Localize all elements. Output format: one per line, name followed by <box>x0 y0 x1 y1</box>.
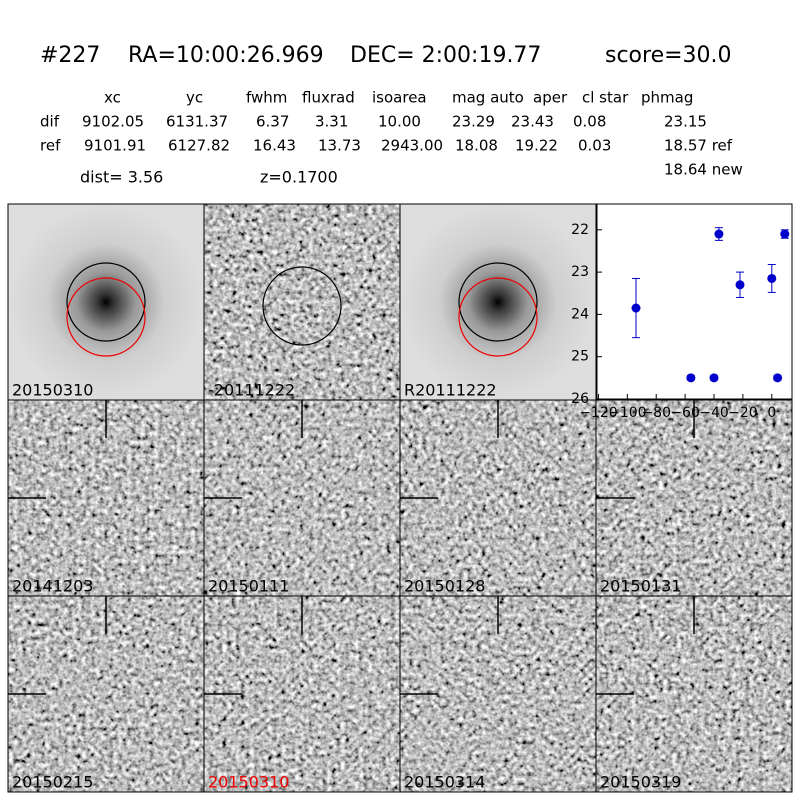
table-cell: dif <box>40 113 60 131</box>
table-cell: 0.03 <box>578 137 611 155</box>
dec: DEC= 2:00:19.77 <box>350 43 541 68</box>
column-header: xc <box>104 89 121 107</box>
galaxy-image <box>8 204 204 400</box>
y-tick-label: 25 <box>571 349 589 365</box>
panel-label: 20141203 <box>12 577 93 596</box>
ref-circle <box>262 266 342 346</box>
ra: RA=10:00:26.969 <box>128 43 324 68</box>
det-circle <box>458 277 538 357</box>
column-header: phmag <box>641 89 693 107</box>
phmag-new: 18.64 new <box>664 161 743 179</box>
table-cell: 23.15 <box>664 113 707 131</box>
panel-label: 20150310 <box>208 773 289 792</box>
table-cell: 9101.91 <box>84 137 146 155</box>
table-cell: 0.08 <box>573 113 606 131</box>
data-point <box>631 303 641 313</box>
column-header: aper <box>533 89 568 107</box>
column-header: isoarea <box>372 89 427 107</box>
x-tick-label: −20 <box>728 405 758 421</box>
data-point <box>735 280 745 290</box>
table-cell: 6.37 <box>256 113 289 131</box>
table-cell: 6131.37 <box>166 113 228 131</box>
data-point <box>773 373 783 383</box>
chart-frame <box>596 203 793 400</box>
panel-label: 20150319 <box>600 773 681 792</box>
table-cell: 18.57 ref <box>664 137 733 155</box>
column-header: yc <box>186 89 203 107</box>
column-header: cl star <box>582 89 629 107</box>
table-cell: ref <box>40 137 61 155</box>
score: score=30.0 <box>605 43 732 68</box>
table-cell: 23.29 <box>452 113 495 131</box>
panel-label: -20111222 <box>208 381 295 400</box>
panel-frame <box>595 595 793 793</box>
table-cell: 18.08 <box>455 137 498 155</box>
x-tick-label: −60 <box>670 405 700 421</box>
data-point <box>780 229 790 239</box>
column-header: mag auto <box>452 89 524 107</box>
column-header: fwhm <box>246 89 287 107</box>
y-tick-label: 23 <box>571 264 589 280</box>
y-tick-label: 22 <box>571 222 589 238</box>
table-cell: 23.43 <box>511 113 554 131</box>
data-point <box>767 273 777 283</box>
panel-label: R20111222 <box>404 381 497 400</box>
table-cell: 13.73 <box>318 137 361 155</box>
data-point <box>709 373 719 383</box>
candidate-id: #227 <box>40 43 100 68</box>
x-tick-label: −120 <box>579 405 617 421</box>
table-cell: 19.22 <box>515 137 558 155</box>
ref-circle <box>458 262 538 342</box>
x-tick-label: −40 <box>699 405 729 421</box>
panel-label: 20150111 <box>208 577 289 596</box>
panel-label: 20150131 <box>600 577 681 596</box>
data-point <box>686 373 696 383</box>
noise-image <box>204 204 400 400</box>
dist: dist= 3.56 <box>80 168 163 187</box>
panel-label: 20150215 <box>12 773 93 792</box>
table-cell: 9102.05 <box>82 113 144 131</box>
redshift: z=0.1700 <box>260 168 338 187</box>
table-cell: 16.43 <box>253 137 296 155</box>
table-cell: 6127.82 <box>168 137 230 155</box>
table-cell: 10.00 <box>378 113 421 131</box>
table-cell: 2943.00 <box>381 137 443 155</box>
y-tick-label: 24 <box>571 306 589 322</box>
x-tick-label: 0 <box>767 405 776 421</box>
galaxy-image <box>400 204 596 400</box>
column-header: fluxrad <box>302 89 355 107</box>
table-cell: 3.31 <box>315 113 348 131</box>
data-point <box>714 229 724 239</box>
panel-label: 20150128 <box>404 577 485 596</box>
panel-label: 20150310 <box>12 381 93 400</box>
ref-circle <box>66 262 146 342</box>
x-tick-label: −100 <box>608 405 646 421</box>
det-circle <box>66 277 146 357</box>
x-tick-label: −80 <box>641 405 671 421</box>
panel-label: 20150314 <box>404 773 485 792</box>
y-tick-label: 26 <box>571 391 589 407</box>
